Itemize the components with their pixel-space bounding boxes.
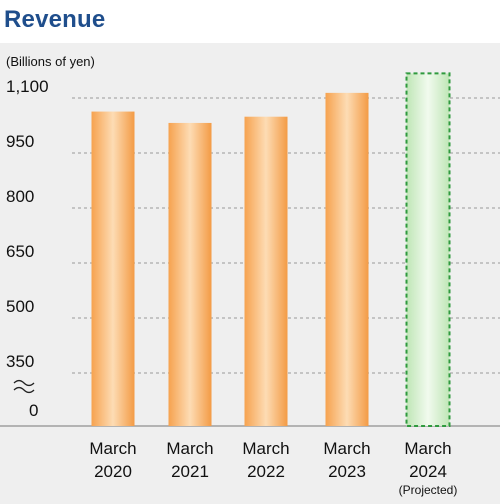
y-tick-label: 500 [6, 297, 34, 316]
axis-break-mark [13, 386, 35, 394]
x-tick-label: March [166, 439, 213, 458]
x-tick-label: March [404, 439, 451, 458]
chart-title: Revenue [4, 6, 106, 33]
bar [244, 116, 288, 426]
x-tick-label: March [323, 439, 370, 458]
x-tick-label: 2020 [94, 462, 132, 481]
x-tick-label: March [89, 439, 136, 458]
x-tick-label: 2022 [247, 462, 285, 481]
y-tick-label: 1,100 [6, 77, 49, 96]
y-tick-label: 950 [6, 132, 34, 151]
y-tick-label: 800 [6, 187, 34, 206]
y-tick-label: 650 [6, 242, 34, 261]
axis-break-mark [13, 379, 35, 387]
y-tick-label-zero: 0 [29, 401, 38, 420]
bar [325, 92, 369, 426]
bar-projected [405, 72, 451, 428]
x-tick-label: 2021 [171, 462, 209, 481]
y-tick-label: 350 [6, 352, 34, 371]
bar [91, 111, 135, 427]
y-axis-unit-label: (Billions of yen) [6, 54, 95, 69]
x-tick-label: 2023 [328, 462, 366, 481]
bar [168, 122, 212, 426]
x-tick-label: March [242, 439, 289, 458]
x-tick-label: 2024 [409, 462, 447, 481]
x-tick-sublabel: (Projected) [399, 483, 458, 497]
